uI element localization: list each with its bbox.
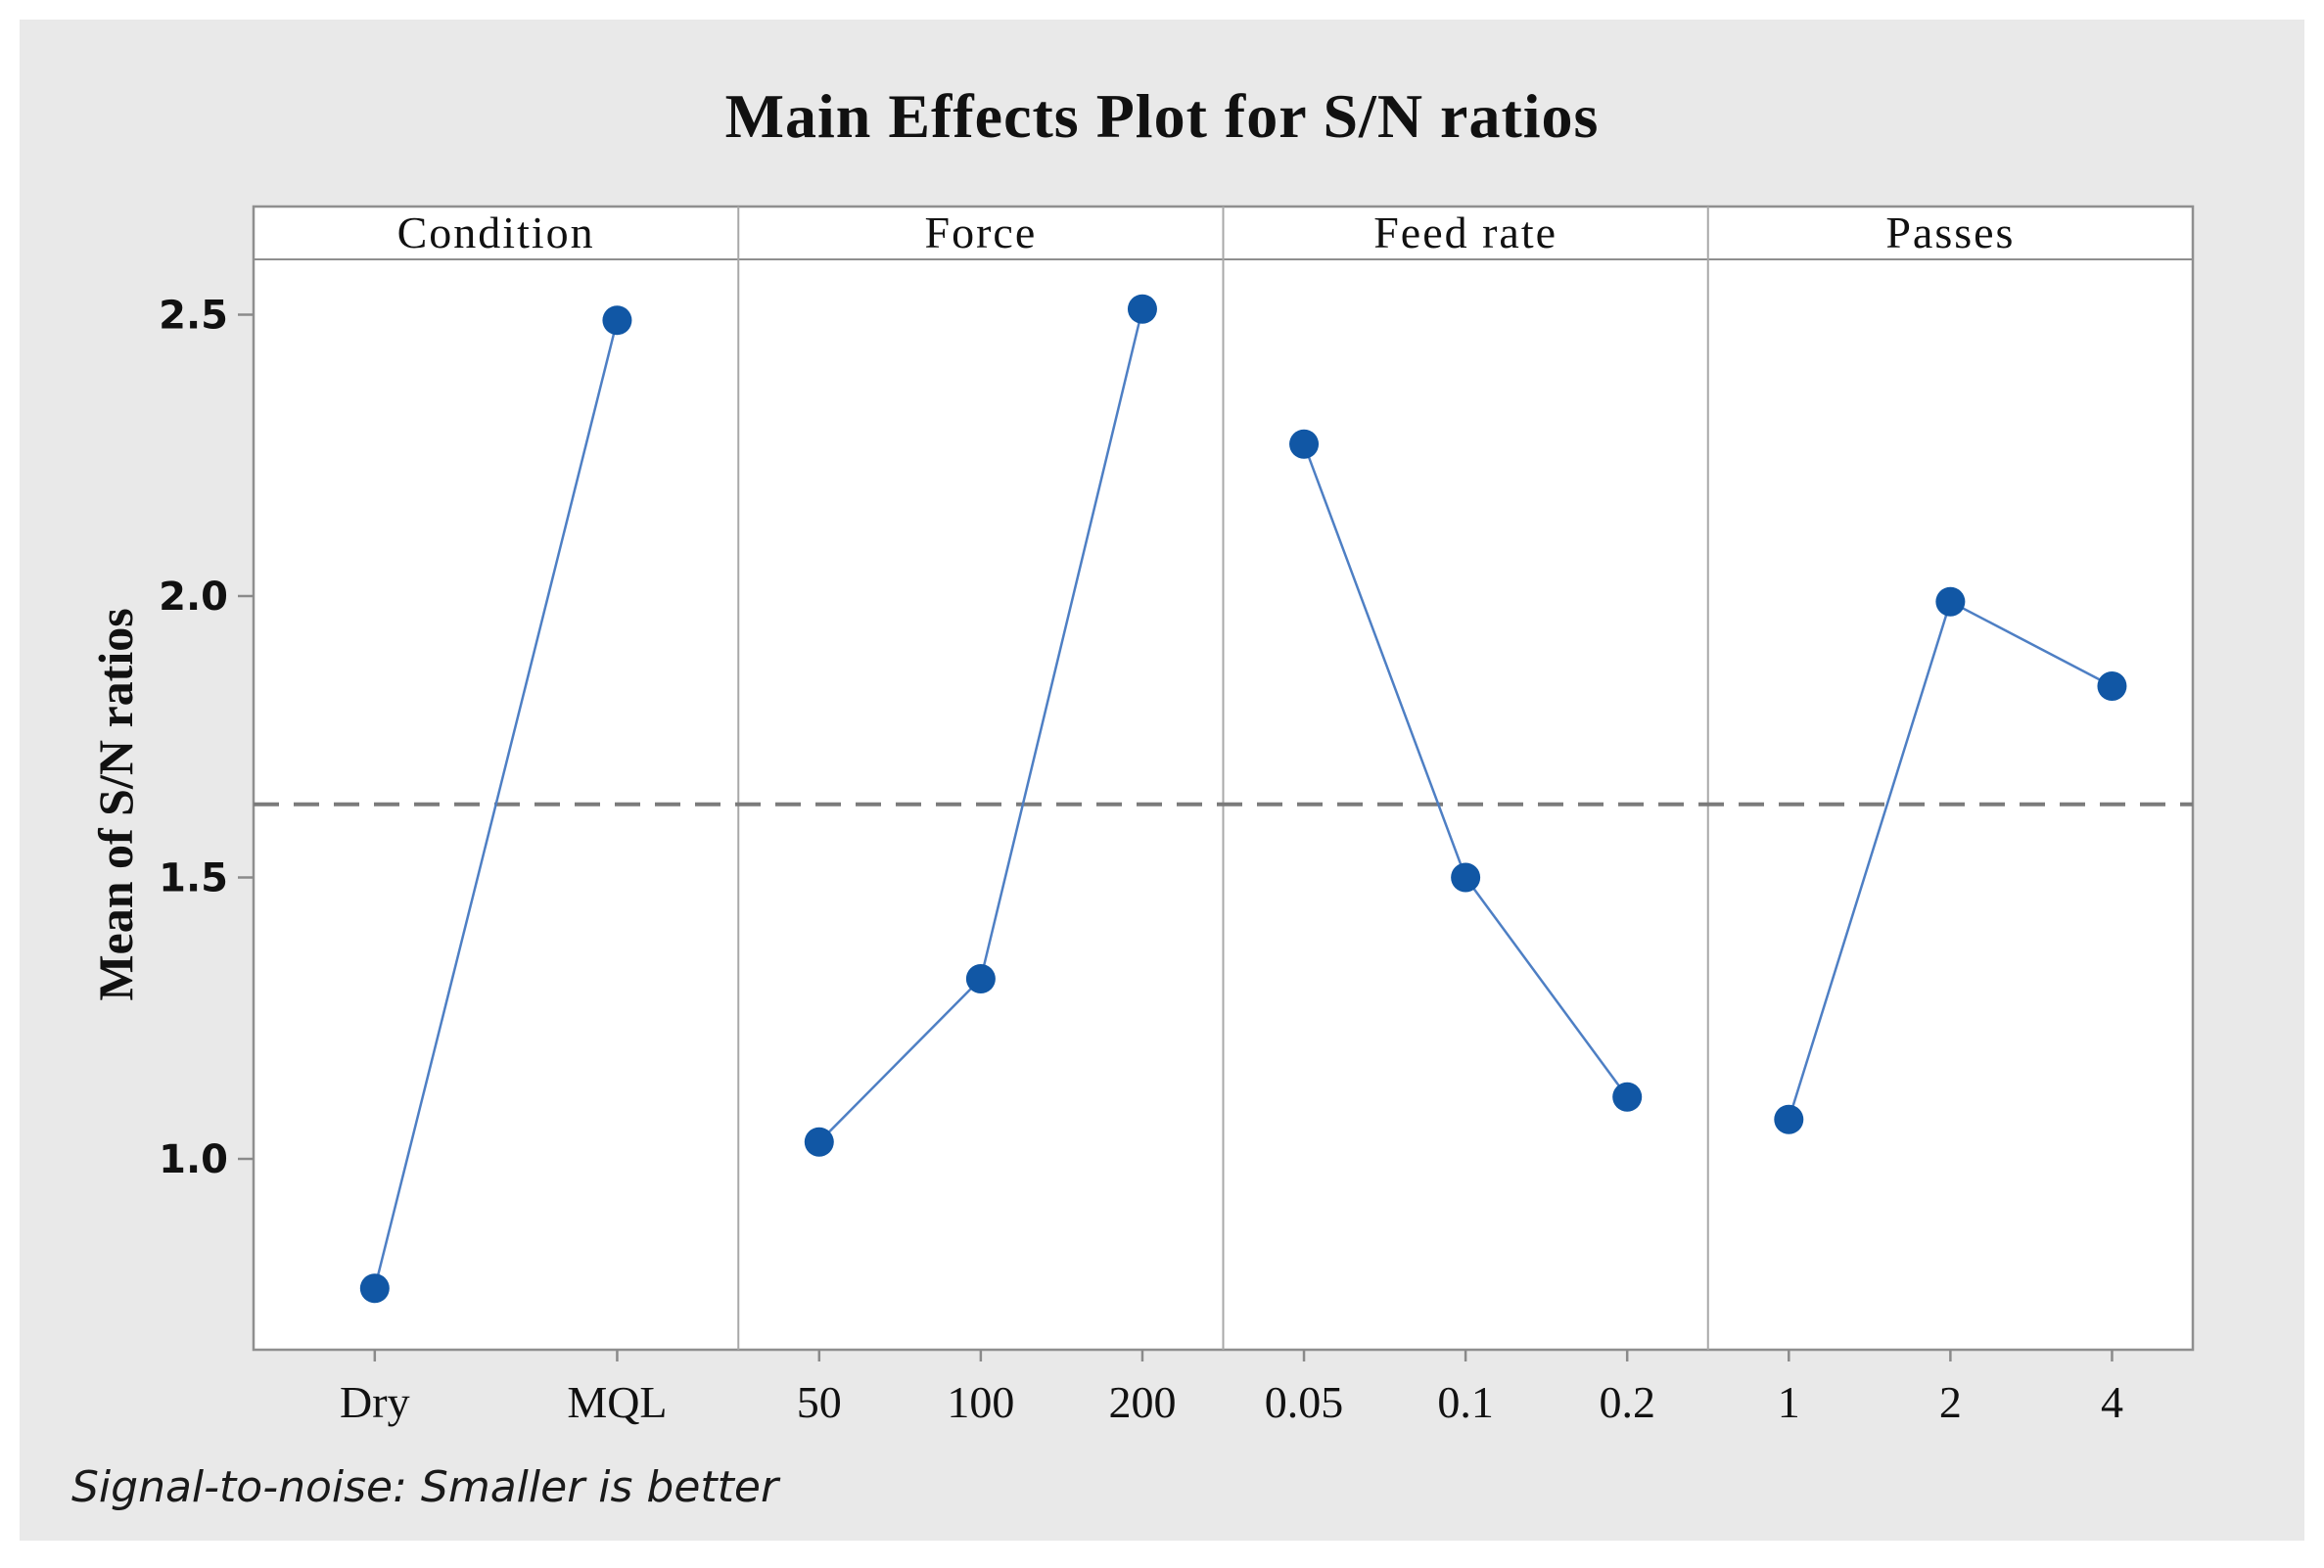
panel-header-label: Passes	[1885, 208, 2015, 257]
x-tick-label: 4	[2101, 1377, 2123, 1427]
data-point-marker	[1451, 862, 1481, 893]
y-tick-label: 2.5	[159, 294, 228, 339]
data-point-marker	[359, 1273, 390, 1304]
data-point-marker	[804, 1127, 834, 1157]
x-tick-label: 0.05	[1265, 1377, 1344, 1427]
x-tick-label: 1	[1778, 1377, 1800, 1427]
x-tick-label: Dry	[340, 1377, 410, 1427]
data-point-marker	[1774, 1104, 1804, 1134]
footnote: Signal-to-noise: Smaller is better	[71, 1462, 779, 1512]
data-point-marker	[602, 305, 632, 336]
panel-header-label: Feed rate	[1373, 208, 1557, 257]
x-tick-label: 100	[947, 1377, 1014, 1427]
x-tick-label: 200	[1108, 1377, 1176, 1427]
y-tick-label: 1.5	[159, 856, 228, 901]
x-tick-label: 0.2	[1599, 1377, 1655, 1427]
chart-title: Main Effects Plot for S/N ratios	[724, 81, 1600, 151]
x-tick-label: 2	[1939, 1377, 1962, 1427]
panel-header-label: Force	[925, 208, 1038, 257]
data-point-marker	[2097, 671, 2127, 701]
y-tick-label: 1.0	[159, 1137, 228, 1182]
data-point-marker	[1612, 1082, 1643, 1112]
series-line	[373, 319, 619, 1289]
data-point-marker	[1127, 294, 1157, 324]
x-tick-label: 50	[797, 1377, 842, 1427]
panel-header-label: Condition	[397, 208, 595, 257]
data-point-marker	[1289, 429, 1320, 459]
x-tick-label: MQL	[567, 1377, 667, 1427]
y-tick-label: 2.0	[159, 575, 228, 620]
data-point-marker	[1935, 586, 1966, 617]
x-tick-label: 0.1	[1437, 1377, 1494, 1427]
data-point-marker	[965, 964, 996, 993]
